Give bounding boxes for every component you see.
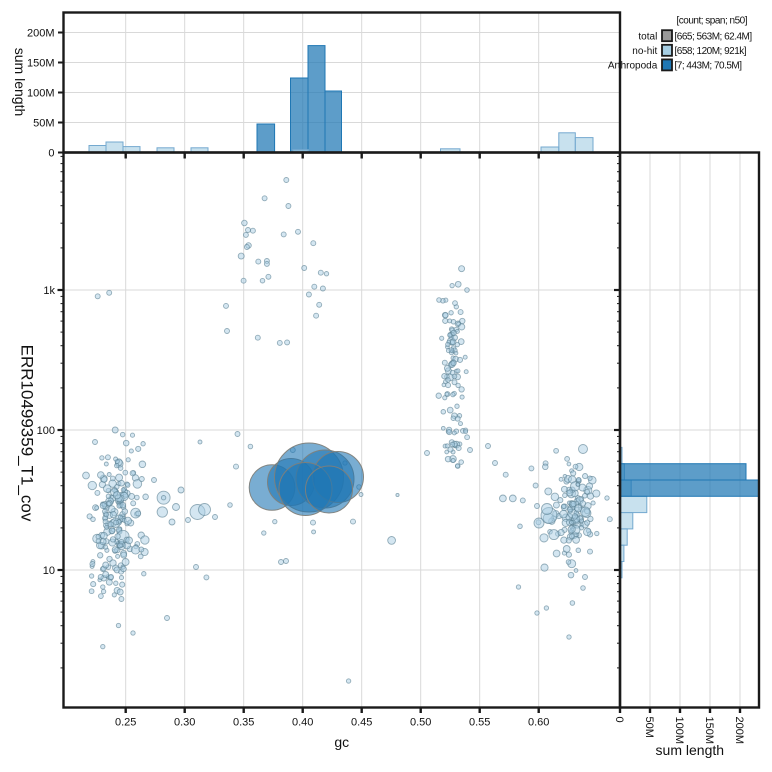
svg-text:0: 0 bbox=[48, 148, 54, 160]
svg-text:150M: 150M bbox=[703, 717, 715, 745]
svg-text:0.55: 0.55 bbox=[469, 717, 490, 729]
svg-text:gc: gc bbox=[334, 734, 349, 750]
svg-text:200M: 200M bbox=[733, 717, 745, 745]
svg-text:sum length: sum length bbox=[656, 742, 724, 758]
svg-text:0.50: 0.50 bbox=[410, 717, 431, 729]
svg-text:200M: 200M bbox=[27, 28, 55, 40]
svg-text:[7; 443M; 70.5M]: [7; 443M; 70.5M] bbox=[675, 61, 743, 72]
svg-text:0.35: 0.35 bbox=[233, 717, 254, 729]
svg-text:0.45: 0.45 bbox=[351, 717, 372, 729]
svg-text:Arthropoda: Arthropoda bbox=[608, 61, 658, 72]
svg-text:100M: 100M bbox=[27, 88, 55, 100]
svg-text:10: 10 bbox=[43, 565, 55, 577]
svg-text:ERR10499359_T1_cov: ERR10499359_T1_cov bbox=[18, 345, 37, 522]
svg-text:no-hit: no-hit bbox=[632, 46, 657, 57]
svg-text:total: total bbox=[638, 31, 657, 42]
svg-text:[665; 563M; 62.4M]: [665; 563M; 62.4M] bbox=[675, 31, 753, 42]
svg-text:sum length: sum length bbox=[12, 48, 28, 116]
svg-text:0.60: 0.60 bbox=[528, 717, 549, 729]
svg-text:[count; span; n50]: [count; span; n50] bbox=[677, 16, 748, 27]
svg-text:0.25: 0.25 bbox=[115, 717, 136, 729]
svg-text:50M: 50M bbox=[643, 717, 655, 738]
svg-text:0.30: 0.30 bbox=[174, 717, 195, 729]
svg-text:0: 0 bbox=[613, 717, 625, 723]
svg-text:1k: 1k bbox=[43, 285, 55, 297]
svg-text:[658; 120M; 921k]: [658; 120M; 921k] bbox=[675, 46, 747, 57]
svg-text:150M: 150M bbox=[27, 58, 55, 70]
svg-text:50M: 50M bbox=[33, 118, 54, 130]
svg-text:100M: 100M bbox=[673, 717, 685, 745]
svg-text:100: 100 bbox=[37, 425, 55, 437]
svg-text:0.40: 0.40 bbox=[292, 717, 313, 729]
